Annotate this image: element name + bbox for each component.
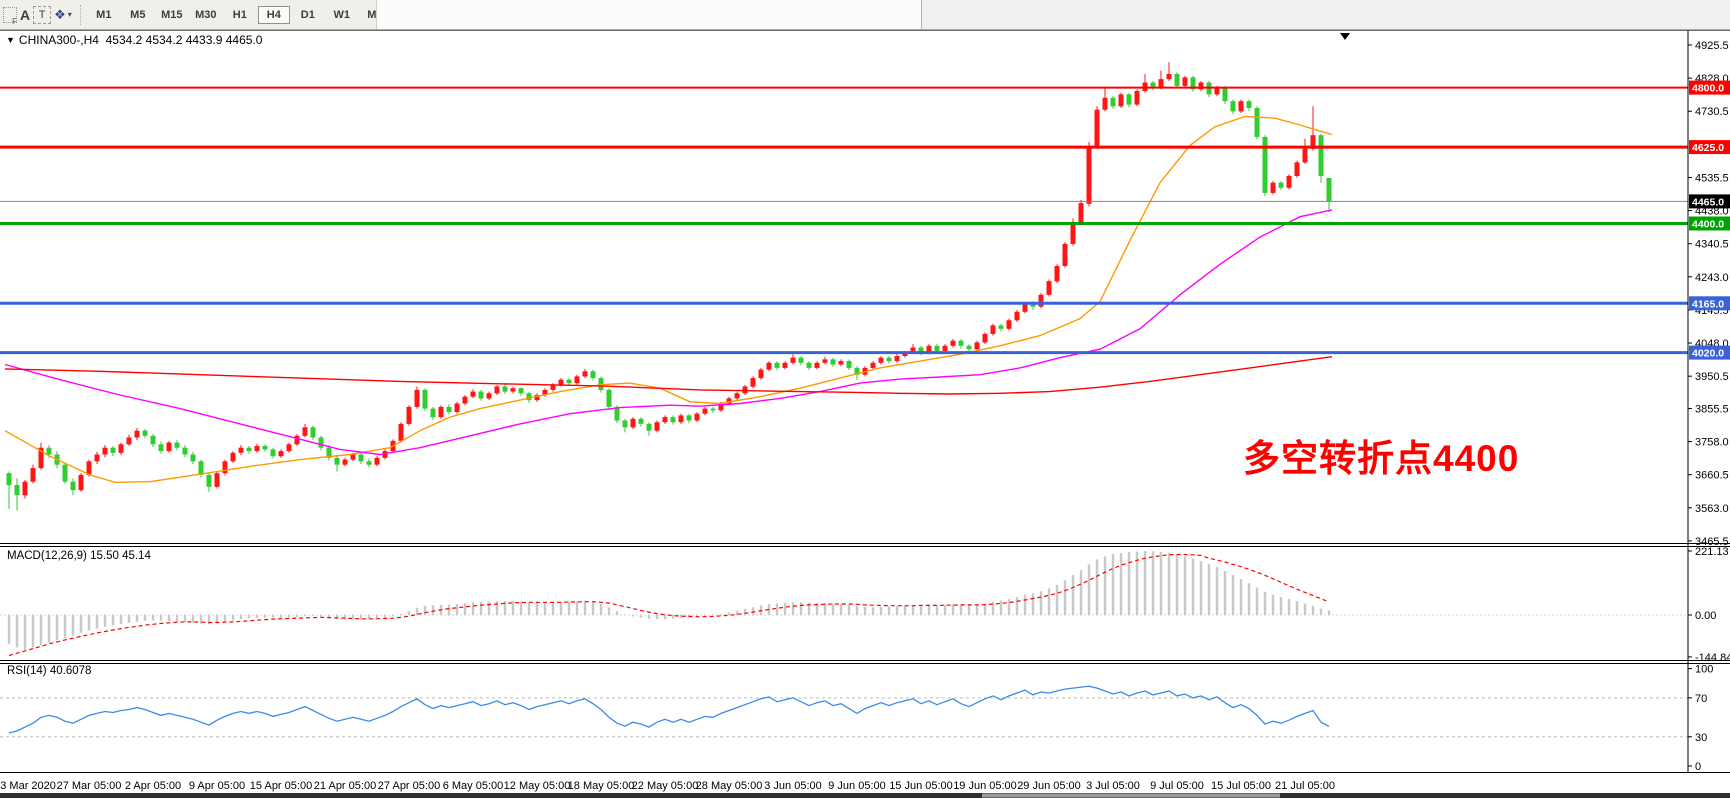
svg-text:19 Jun 05:00: 19 Jun 05:00: [953, 780, 1017, 792]
svg-text:22 May 05:00: 22 May 05:00: [632, 780, 699, 792]
svg-text:3660.5: 3660.5: [1695, 470, 1729, 482]
ma-line-red: [4, 356, 1333, 395]
candlestick-series: [6, 62, 1332, 511]
svg-text:4438.0: 4438.0: [1695, 206, 1729, 218]
svg-text:3758.0: 3758.0: [1695, 437, 1729, 449]
x-axis-labels: 23 Mar 2020 27 Mar 05:00 2 Apr 05:00 9 Apr …: [0, 780, 1335, 792]
svg-text:21 Jul 05:00: 21 Jul 05:00: [1275, 780, 1335, 792]
svg-text:4020.0: 4020.0: [1692, 348, 1724, 360]
macd-signal-line: [8, 553, 1330, 657]
svg-text:70: 70: [1695, 693, 1707, 705]
h-scrollbar-thumb[interactable]: [982, 793, 1280, 798]
svg-text:4535.5: 4535.5: [1695, 172, 1729, 184]
toolbar-empty-zone: [377, 0, 922, 29]
svg-text:4465.0: 4465.0: [1692, 196, 1724, 208]
svg-text:4165.0: 4165.0: [1692, 298, 1724, 310]
svg-text:28 May 05:00: 28 May 05:00: [696, 780, 763, 792]
svg-text:4243.0: 4243.0: [1695, 272, 1729, 284]
svg-text:9 Jul 05:00: 9 Jul 05:00: [1150, 780, 1204, 792]
svg-text:9 Apr 05:00: 9 Apr 05:00: [189, 780, 245, 792]
text-box-tool-icon[interactable]: T: [33, 4, 52, 26]
price-badge: [1689, 194, 1730, 209]
svg-text:4800.0: 4800.0: [1692, 83, 1724, 95]
svg-text:29 Jun 05:00: 29 Jun 05:00: [1017, 780, 1081, 792]
timeframe-button-w1[interactable]: W1: [333, 8, 351, 21]
timeframe-button-m1[interactable]: M1: [96, 8, 112, 21]
svg-text:6 May 05:00: 6 May 05:00: [443, 780, 504, 792]
chart-background: [0, 30, 1730, 798]
svg-text:4625.0: 4625.0: [1692, 142, 1724, 154]
arrows-tool-icon[interactable]: ❖ ▾: [54, 6, 72, 22]
toolbar-grip-f-icon[interactable]: F: [3, 4, 17, 26]
svg-text:3 Jun 05:00: 3 Jun 05:00: [764, 780, 822, 792]
svg-text:4730.5: 4730.5: [1695, 106, 1729, 118]
price-badge: [1689, 216, 1730, 231]
price-badge: [1689, 80, 1730, 95]
price-badge: [1689, 140, 1730, 155]
toolbar-button-zone: F A T ❖ ▾ M1 M5 M15 M30 H1 H4 D1 W1 MN: [0, 0, 384, 29]
svg-text:3465.5: 3465.5: [1695, 536, 1729, 548]
svg-text:3 Jul 05:00: 3 Jul 05:00: [1086, 780, 1140, 792]
price-badge: [1689, 345, 1730, 360]
svg-text:18 May 05:00: 18 May 05:00: [568, 780, 635, 792]
svg-text:0.00: 0.00: [1695, 610, 1716, 622]
h-scrollbar-track[interactable]: [0, 793, 1730, 798]
timeframe-button-m30[interactable]: M30: [195, 8, 217, 21]
svg-text:30: 30: [1695, 732, 1707, 744]
ma-line-magenta: [4, 209, 1333, 456]
timeframe-toolbar: M1 M5 M15 M30 H1 H4 D1 W1 MN: [87, 5, 393, 24]
svg-text:3563.0: 3563.0: [1695, 503, 1729, 515]
timeframe-button-h1[interactable]: H1: [232, 8, 247, 21]
svg-text:0: 0: [1695, 761, 1701, 773]
svg-text:23 Mar 2020: 23 Mar 2020: [0, 780, 56, 792]
price-badge: [1689, 296, 1730, 311]
svg-text:100: 100: [1695, 664, 1713, 676]
scroll-end-marker-icon: [1340, 33, 1350, 40]
svg-text:21 Apr 05:00: 21 Apr 05:00: [314, 780, 376, 792]
dropdown-caret-icon[interactable]: ▾: [67, 10, 72, 19]
svg-text:4400.0: 4400.0: [1692, 218, 1724, 230]
svg-text:12 May 05:00: 12 May 05:00: [504, 780, 571, 792]
timeframe-button-m5[interactable]: M5: [130, 8, 146, 21]
svg-text:27 Apr 05:00: 27 Apr 05:00: [378, 780, 440, 792]
svg-text:4925.5: 4925.5: [1695, 40, 1729, 52]
svg-text:15 Apr 05:00: 15 Apr 05:00: [250, 780, 312, 792]
svg-text:15 Jul 05:00: 15 Jul 05:00: [1211, 780, 1271, 792]
text-label-tool-icon[interactable]: A: [20, 6, 31, 23]
horizontal-levels[interactable]: [0, 86, 1688, 355]
svg-text:27 Mar 05:00: 27 Mar 05:00: [57, 780, 122, 792]
timeframe-button-h4[interactable]: H4: [257, 5, 290, 24]
toolbar: F A T ❖ ▾ M1 M5 M15 M30 H1 H4 D1 W1 MN: [0, 0, 1730, 30]
svg-text:2 Apr 05:00: 2 Apr 05:00: [125, 780, 181, 792]
svg-text:-144.84: -144.84: [1695, 652, 1730, 664]
timeframe-button-m15[interactable]: M15: [161, 8, 183, 21]
ma-line-orange: [4, 115, 1333, 484]
rsi-line: [8, 685, 1330, 734]
svg-text:4340.5: 4340.5: [1695, 239, 1729, 251]
timeframe-button-d1[interactable]: D1: [300, 8, 315, 21]
toolbar-separator: [79, 4, 81, 25]
svg-text:3855.5: 3855.5: [1695, 403, 1729, 415]
toolbar-rest-zone: [922, 0, 1730, 29]
svg-text:9 Jun 05:00: 9 Jun 05:00: [828, 780, 886, 792]
svg-text:221.13: 221.13: [1695, 546, 1729, 558]
svg-text:3950.5: 3950.5: [1695, 371, 1729, 383]
svg-text:15 Jun 05:00: 15 Jun 05:00: [889, 780, 953, 792]
macd-histogram: [7, 551, 1331, 650]
